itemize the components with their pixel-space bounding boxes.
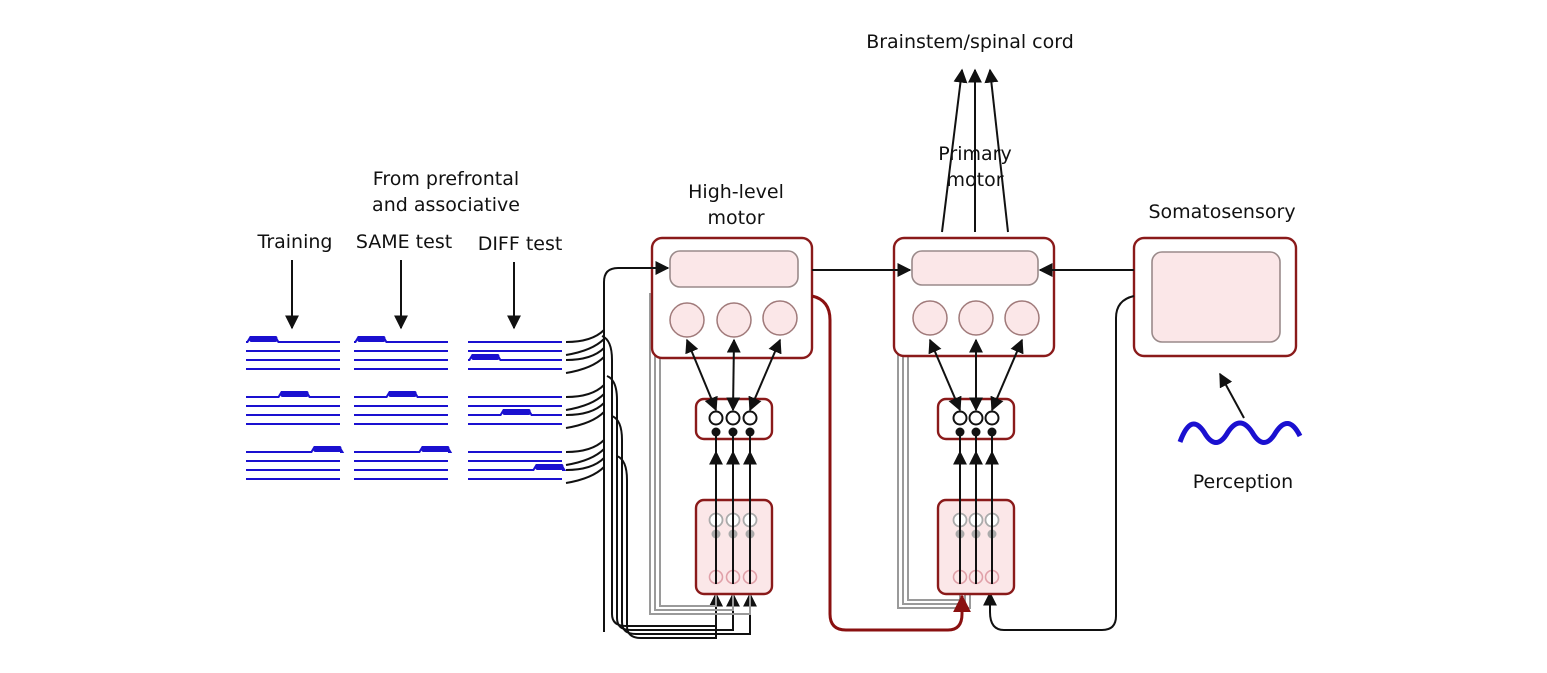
spike-burst [388, 391, 417, 397]
label-prefrontal-2: and associative [372, 194, 520, 216]
fan-line [565, 402, 605, 416]
label-training: Training [257, 231, 333, 253]
spike-trains [246, 336, 567, 480]
neuron-columns [685, 338, 1024, 585]
junction-neuron-open [952, 410, 968, 426]
red-pathway [811, 294, 971, 632]
junction-neuron-filled [987, 427, 997, 437]
junction-neuron-filled [971, 427, 981, 437]
input-bundle-line [616, 455, 723, 639]
spike-burst [249, 336, 278, 342]
column-top-arrow [990, 338, 1024, 412]
spike-burst [280, 391, 309, 397]
spike-burst [471, 354, 500, 360]
fan-line [565, 356, 605, 374]
label-somatosensory: Somatosensory [1148, 201, 1295, 223]
fan-line [565, 411, 605, 429]
junction-neuron-filled [711, 427, 721, 437]
somatosensory-module [1132, 236, 1298, 358]
spike-burst [313, 446, 342, 452]
junction-neuron-open [984, 410, 1000, 426]
fan-line [565, 457, 605, 471]
spike-burst [357, 336, 386, 342]
label-prefrontal-1: From prefrontal [373, 168, 519, 190]
fan-line [565, 439, 605, 453]
fan-line [565, 384, 605, 398]
condition-arrows [285, 260, 521, 330]
fan-line [565, 393, 605, 411]
brainstem-output-arrows [941, 68, 1009, 233]
module-connections [603, 261, 1135, 632]
label-diff-test: DIFF test [478, 233, 563, 255]
perception-wave [1177, 420, 1303, 445]
column-top-arrow [748, 338, 782, 412]
label-brainstem: Brainstem/spinal cord [866, 31, 1074, 53]
label-high-level-1: High-level [688, 181, 784, 203]
fan-line [565, 338, 605, 356]
label-same-test: SAME test [356, 231, 452, 253]
column-top-arrow [726, 338, 741, 412]
junction-neuron-open [725, 410, 741, 426]
fan-line [565, 466, 605, 484]
high-level-motor-module [650, 236, 814, 360]
junction-neuron-open [742, 410, 758, 426]
fan-line [565, 329, 605, 343]
input-fan-lines [565, 329, 757, 639]
fan-line [565, 347, 605, 361]
input-bundle-line [611, 415, 757, 635]
junction-neuron-filled [955, 427, 965, 437]
spike-burst [535, 464, 564, 470]
spike-burst [421, 446, 450, 452]
label-perception: Perception [1193, 471, 1293, 493]
label-high-level-2: motor [707, 207, 764, 229]
column-top-arrow [685, 338, 718, 412]
spike-burst [502, 409, 531, 415]
junction-neuron-open [968, 410, 984, 426]
fan-line [565, 448, 605, 466]
junction-neuron-filled [745, 427, 755, 437]
primary-motor-module [892, 236, 1056, 358]
junction-neuron-filled [728, 427, 738, 437]
perception-arrow [1219, 372, 1245, 419]
column-top-arrow [928, 338, 962, 412]
junction-neuron-open [708, 410, 724, 426]
